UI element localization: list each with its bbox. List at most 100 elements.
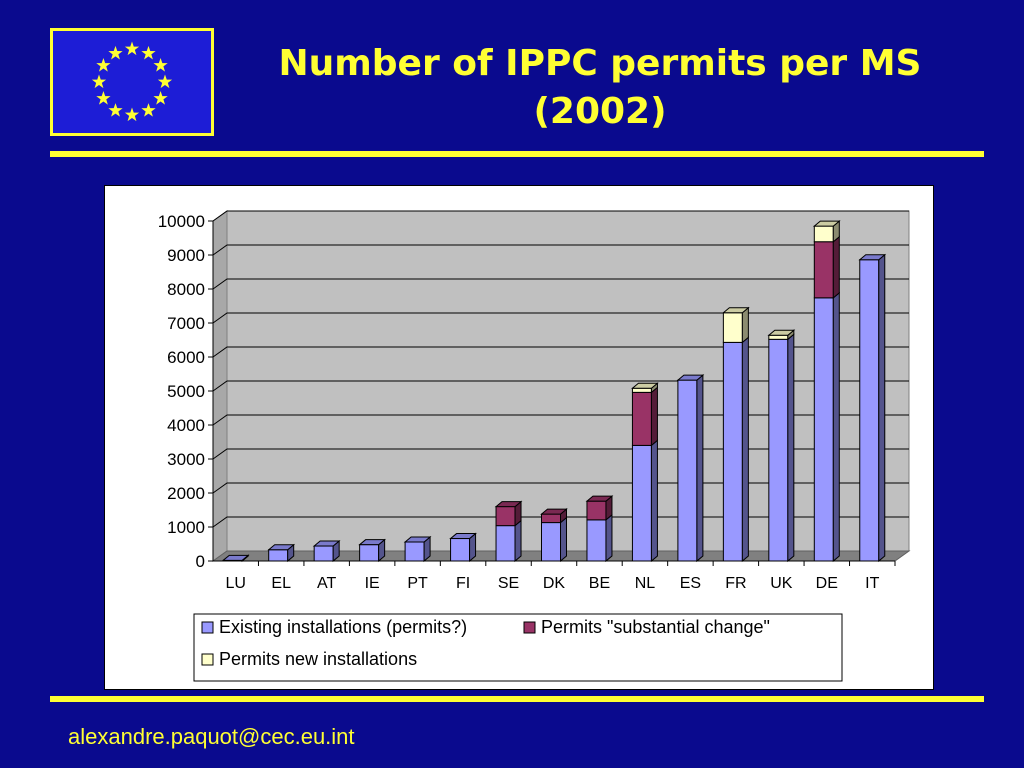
bar-segment-FR-s0 [722,341,743,562]
bar-side-ES-s0 [696,374,704,563]
bar-segment-SE-s1 [495,506,516,527]
slide-title: Number of IPPC permits per MS (2002) [220,40,980,136]
y-tick-label: 2000 [167,484,205,503]
flag-star [96,91,111,105]
bar-segment-FI-s0 [450,538,471,562]
x-tick-label-LU: LU [226,575,246,592]
gridline [212,244,909,256]
gridline [212,312,909,324]
bar-side-BE-s0 [605,513,613,563]
chart-panel: 0 1000 2000 3000 4000 5000 6000 7000 8000 9000 100… [104,185,934,690]
x-tick-label-FI: FI [456,575,470,592]
bar-top-EL [267,544,296,551]
bar-side-FR-s2 [741,306,749,344]
bar-segment-FR-s2 [722,312,743,343]
bar-side-UK-s0 [787,333,795,563]
legend-box [193,613,843,682]
flag-star [96,58,111,72]
x-tick-label-PT: PT [407,575,428,592]
bar-side-SE-s0 [514,519,522,563]
bar-top-BE [585,495,614,502]
y-tick-label: 7000 [167,314,205,333]
y-tick-label: 9000 [167,246,205,265]
bar-top-AT [312,540,341,547]
x-tick-label-BE: BE [589,575,610,592]
y-tick-label: 1000 [167,518,205,537]
gridline [212,210,909,222]
bar-segment-DK-s0 [541,522,561,562]
bar-top-IE [358,539,387,546]
footer-email[interactable]: alexandre.paquot@cec.eu.int [68,724,355,749]
bar-segment-BE-s0 [586,519,607,562]
y-tick-label: 3000 [167,450,205,469]
bar-top-DK [540,508,568,515]
bar-segment-NL-s1 [631,391,652,446]
title-line-2: (2002) [533,91,667,132]
legend-label-0: Existing installations (permits?) [219,617,467,637]
bar-segment-DK-s1 [541,513,561,524]
bar-side-IT-s0 [878,253,886,563]
bar-top-LU [221,554,250,561]
legend-swatch-2 [201,653,214,666]
legend-label-2: Permits new installations [219,649,417,669]
flag-star [91,74,107,89]
x-tick-label-UK: UK [770,575,793,592]
bar-segment-BE-s1 [586,500,607,521]
bar-segment-DE-s2 [813,225,834,243]
stacked-bar-chart: 0 1000 2000 3000 4000 5000 6000 7000 8000 9000 100… [158,210,911,682]
bar-top-ES [676,374,705,381]
y-tick-label: 8000 [167,280,205,299]
eu-flag-icon [50,28,214,136]
bar-top-UK [767,329,796,336]
flag-star [141,103,156,117]
flag-star [108,45,123,60]
bar-side-DK-s0 [560,516,567,563]
chart-legend: Existing installations (permits?) Permits… [193,613,843,682]
x-tick-label-SE: SE [498,575,519,592]
x-tick-label-DE: DE [816,575,838,592]
flag-star [108,103,123,117]
bar-segment-NL-s0 [631,444,652,562]
bar-segment-AT-s0 [313,545,334,562]
flag-star [124,107,140,122]
bar-top-SE [494,501,523,508]
flag-star [124,41,140,56]
bar-top-FI [449,533,477,540]
bar-top-DE [812,220,841,227]
bar-segment-PT-s0 [404,541,425,562]
gridline [212,346,909,358]
x-tick-label-AT: AT [317,575,336,592]
bar-top-FR [721,307,750,314]
bar-segment-EL-s0 [268,549,289,562]
legend-label-1: Permits "substantial change" [541,617,770,637]
x-tick-label-IE: IE [365,575,380,592]
bar-top-NL [631,382,659,389]
x-tick-label-EL: EL [271,575,291,592]
bar-segment-UK-s0 [768,338,789,562]
y-tick-label: 4000 [167,416,205,435]
flag-star [141,45,156,60]
flag-star [153,58,168,72]
bottom-divider [50,696,984,702]
legend-swatch-1 [523,621,536,634]
bar-side-DE-s1 [832,235,840,299]
bar-segment-IT-s0 [859,259,880,562]
y-tick-label: 10000 [158,212,205,231]
y-tick-label: 0 [196,552,205,571]
bar-side-DE-s0 [832,291,840,563]
bar-segment-NL-s2 [631,387,652,393]
bar-segment-DE-s1 [813,241,834,299]
x-tick-label-ES: ES [680,575,701,592]
flag-star [157,74,173,89]
x-tick-label-NL: NL [635,575,656,592]
bar-side-FR-s0 [741,336,749,563]
gridline [212,278,909,290]
top-divider [50,151,984,157]
bar-side-NL-s0 [650,439,658,563]
legend-swatch-0 [201,621,214,634]
bar-segment-ES-s0 [677,379,698,562]
bar-segment-DE-s0 [813,297,834,562]
bar-top-IT [858,254,887,261]
bar-segment-IE-s0 [359,544,380,562]
bar-segment-UK-s2 [768,334,789,340]
